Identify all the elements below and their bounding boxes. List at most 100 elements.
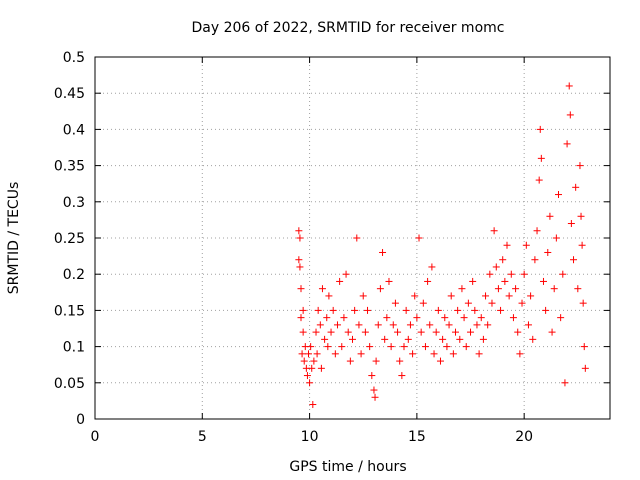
data-point (484, 321, 492, 329)
data-point (527, 292, 535, 300)
data-point (376, 285, 384, 293)
data-point (533, 227, 541, 235)
data-point (477, 314, 485, 322)
data-point (475, 350, 483, 358)
data-point (479, 335, 487, 343)
data-point (299, 306, 307, 314)
data-point (509, 314, 517, 322)
data-point (501, 277, 509, 285)
data-point (325, 292, 333, 300)
y-tick-label: 0.45 (54, 86, 85, 102)
data-point (355, 321, 363, 329)
data-point (434, 306, 442, 314)
data-point (419, 299, 427, 307)
data-point (317, 364, 325, 372)
data-point (507, 270, 515, 278)
data-point (546, 212, 554, 220)
data-point (559, 270, 567, 278)
data-point (445, 321, 453, 329)
data-point (391, 299, 399, 307)
data-point (566, 111, 574, 119)
data-point (424, 277, 432, 285)
data-point (359, 292, 367, 300)
x-tick-label: 0 (91, 429, 100, 445)
y-tick-label: 0.5 (63, 50, 85, 66)
y-axis-label: SRMTID / TECUs (6, 182, 22, 295)
data-point (374, 321, 382, 329)
data-point (303, 372, 311, 380)
data-point (529, 335, 537, 343)
data-point (307, 343, 315, 351)
data-point (567, 220, 575, 228)
data-point (383, 314, 391, 322)
data-point (318, 285, 326, 293)
x-tick-label: 15 (408, 429, 426, 445)
data-point (370, 386, 378, 394)
data-point (548, 328, 556, 336)
y-tick-label: 0.2 (63, 267, 85, 283)
data-point (413, 314, 421, 322)
data-point (565, 82, 573, 90)
data-point (520, 270, 528, 278)
data-point (404, 335, 412, 343)
data-point (492, 263, 500, 271)
data-point (312, 328, 320, 336)
data-points (295, 82, 589, 409)
data-point (518, 299, 526, 307)
plot-frame (94, 56, 611, 420)
data-point (371, 393, 379, 401)
data-point (385, 277, 393, 285)
data-point (344, 328, 352, 336)
data-point (580, 343, 588, 351)
data-point (406, 321, 414, 329)
data-point (550, 285, 558, 293)
data-point (516, 350, 524, 358)
data-point (497, 306, 505, 314)
data-point (368, 372, 376, 380)
data-point (349, 335, 356, 343)
data-point (361, 328, 369, 336)
data-point (340, 314, 348, 322)
data-point (298, 350, 306, 358)
data-point (561, 379, 569, 387)
data-point (531, 256, 539, 264)
data-point (576, 162, 584, 170)
data-point (452, 328, 459, 336)
y-tick-label: 0.1 (63, 340, 85, 356)
y-tick-label: 0.25 (54, 231, 85, 247)
data-point (482, 292, 490, 300)
data-point (570, 256, 578, 264)
data-point (542, 306, 550, 314)
data-point (441, 314, 449, 322)
data-point (297, 285, 305, 293)
data-point (430, 350, 438, 358)
data-point (417, 328, 425, 336)
data-point (473, 321, 481, 329)
data-point (297, 314, 305, 322)
data-point (381, 335, 389, 343)
data-point (409, 350, 417, 358)
data-point (313, 350, 321, 358)
y-tick-label: 0 (76, 412, 85, 428)
data-point (574, 285, 582, 293)
data-point (366, 343, 374, 351)
data-point (460, 314, 468, 322)
data-point (505, 292, 513, 300)
data-point (535, 176, 543, 184)
data-point (357, 350, 365, 358)
data-point (539, 277, 547, 285)
data-point (327, 328, 335, 336)
data-point (449, 350, 457, 358)
data-point (331, 350, 339, 358)
chart-title: Day 206 of 2022, SRMTID for receiver mom… (192, 20, 505, 36)
data-point (462, 343, 470, 351)
data-point (309, 401, 317, 409)
data-point (295, 256, 303, 264)
data-point (421, 343, 429, 351)
data-point (494, 285, 502, 293)
data-point (300, 357, 308, 365)
data-point (342, 270, 350, 278)
data-point (428, 263, 436, 271)
data-point (486, 270, 494, 278)
